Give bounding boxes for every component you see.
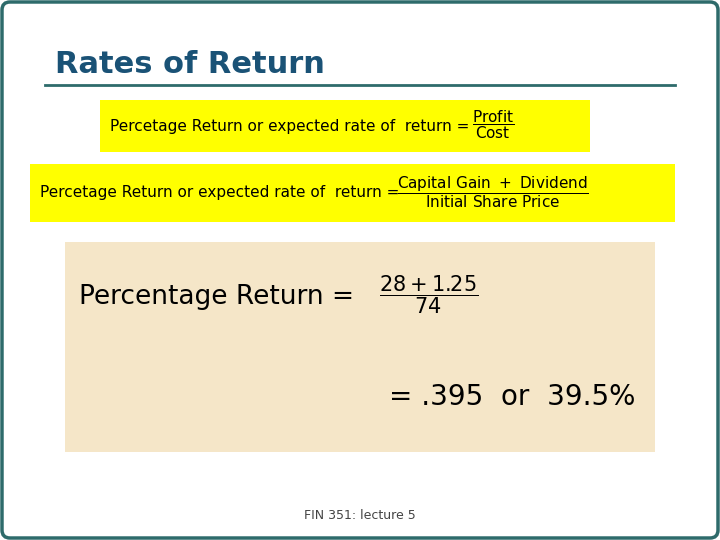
Text: $\dfrac{\mathrm{Capital\ Gain\ +\ Dividend}}{\mathrm{Initial\ Share\ Price}}$: $\dfrac{\mathrm{Capital\ Gain\ +\ Divide… <box>397 174 589 210</box>
Text: = .395  or  39.5%: = .395 or 39.5% <box>389 383 635 411</box>
FancyBboxPatch shape <box>100 100 590 152</box>
FancyBboxPatch shape <box>65 242 655 452</box>
Text: $\dfrac{\mathrm{Profit}}{\mathrm{Cost}}$: $\dfrac{\mathrm{Profit}}{\mathrm{Cost}}$ <box>472 109 514 141</box>
FancyBboxPatch shape <box>30 164 675 222</box>
Text: FIN 351: lecture 5: FIN 351: lecture 5 <box>304 509 416 522</box>
Text: $\dfrac{28 + 1.25}{74}$: $\dfrac{28 + 1.25}{74}$ <box>379 274 479 316</box>
Text: Percetage Return or expected rate of  return =: Percetage Return or expected rate of ret… <box>40 186 404 200</box>
Text: Percentage Return =: Percentage Return = <box>79 284 362 310</box>
Text: Percetage Return or expected rate of  return =: Percetage Return or expected rate of ret… <box>110 118 474 133</box>
Text: Rates of Return: Rates of Return <box>55 50 325 79</box>
